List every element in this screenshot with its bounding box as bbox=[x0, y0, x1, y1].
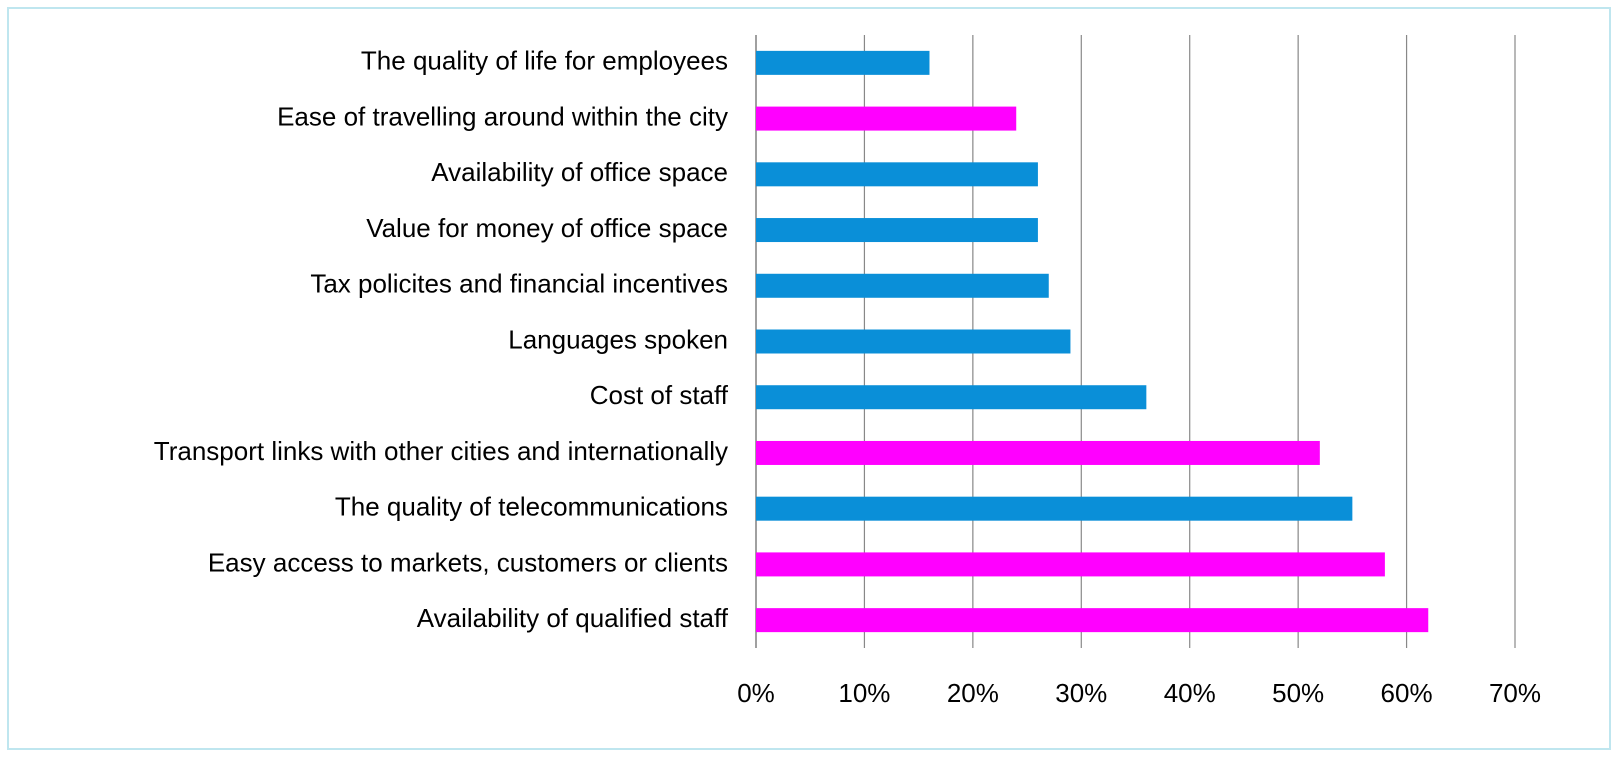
x-tick-label: 50% bbox=[1272, 678, 1324, 708]
x-tick-label: 20% bbox=[947, 678, 999, 708]
y-tick-label: Availability of office space bbox=[431, 157, 728, 187]
x-tick-label: 70% bbox=[1489, 678, 1541, 708]
y-tick-label: Ease of travelling around within the cit… bbox=[277, 101, 728, 131]
bar bbox=[756, 552, 1385, 577]
y-tick-label: Cost of staff bbox=[590, 380, 729, 410]
bar bbox=[756, 162, 1038, 187]
x-tick-label: 40% bbox=[1164, 678, 1216, 708]
y-tick-label: The quality of life for employees bbox=[361, 46, 728, 76]
bar bbox=[756, 106, 1017, 131]
x-tick-label: 10% bbox=[838, 678, 890, 708]
y-tick-label: Tax policites and financial incentives bbox=[310, 269, 728, 299]
x-tick-label: 0% bbox=[737, 678, 775, 708]
bar bbox=[756, 440, 1320, 465]
x-tick-label: 30% bbox=[1055, 678, 1107, 708]
bar bbox=[756, 385, 1147, 410]
bar bbox=[756, 608, 1429, 633]
bar bbox=[756, 273, 1049, 298]
bar bbox=[756, 50, 930, 75]
y-tick-label: Languages spoken bbox=[508, 324, 728, 354]
y-tick-label: Availability of qualified staff bbox=[417, 603, 729, 633]
bar bbox=[756, 496, 1353, 521]
y-tick-label: The quality of telecommunications bbox=[335, 492, 728, 522]
y-tick-label: Easy access to markets, customers or cli… bbox=[208, 547, 728, 577]
bar bbox=[756, 329, 1071, 354]
x-tick-label: 60% bbox=[1381, 678, 1433, 708]
bar bbox=[756, 218, 1038, 243]
y-tick-label: Value for money of office space bbox=[366, 213, 728, 243]
y-tick-label: Transport links with other cities and in… bbox=[154, 436, 728, 466]
